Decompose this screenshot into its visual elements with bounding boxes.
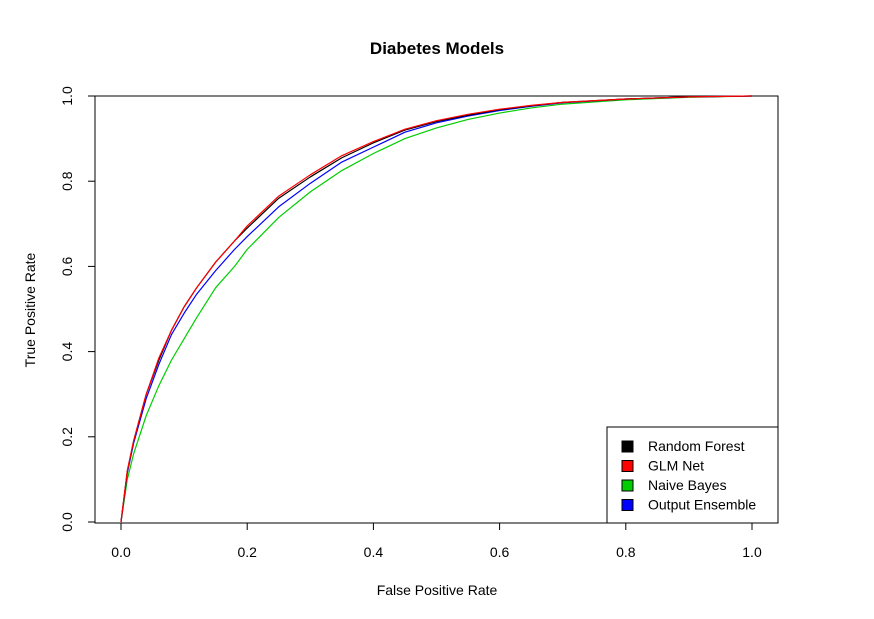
y-tick-label: 0.6 bbox=[59, 256, 75, 276]
legend-label: Output Ensemble bbox=[648, 497, 756, 513]
y-tick-label: 1.0 bbox=[59, 86, 75, 106]
legend-label: Naive Bayes bbox=[648, 477, 727, 493]
legend-swatch bbox=[621, 499, 634, 511]
plot-frame bbox=[94, 95, 779, 524]
legend-label: GLM Net bbox=[648, 458, 704, 474]
legend-label: Random Forest bbox=[648, 438, 745, 454]
x-tick-label: 0.4 bbox=[364, 544, 384, 560]
y-tick-label: 0.2 bbox=[59, 427, 75, 447]
legend-box bbox=[606, 426, 779, 524]
legend: Random Forest GLM Net Naive Bayes Output En… bbox=[606, 426, 779, 524]
legend-swatch bbox=[621, 440, 634, 453]
x-tick-label: 0.0 bbox=[111, 544, 131, 560]
y-tick-label: 0.8 bbox=[59, 171, 75, 191]
x-axis-label: False Positive Rate bbox=[377, 582, 498, 598]
legend-swatch bbox=[621, 479, 634, 492]
y-axis: 0.0 0.2 0.4 0.6 0.8 1.0 bbox=[59, 86, 95, 532]
legend-swatch bbox=[621, 460, 634, 472]
series-lines bbox=[120, 95, 753, 523]
x-tick-label: 0.2 bbox=[237, 544, 257, 560]
y-axis-label: True Positive Rate bbox=[22, 252, 38, 367]
y-tick-label: 0.4 bbox=[59, 342, 75, 362]
y-tick-label: 0.0 bbox=[59, 512, 75, 532]
x-tick-label: 0.8 bbox=[616, 544, 636, 560]
x-tick-label: 0.6 bbox=[490, 544, 510, 560]
x-tick-label: 1.0 bbox=[742, 544, 762, 560]
x-axis: 0.0 0.2 0.4 0.6 0.8 1.0 bbox=[111, 523, 762, 560]
series-line-glm-net bbox=[120, 95, 753, 523]
chart-title: Diabetes Models bbox=[370, 39, 504, 58]
series-line-naive-bayes bbox=[120, 95, 753, 523]
